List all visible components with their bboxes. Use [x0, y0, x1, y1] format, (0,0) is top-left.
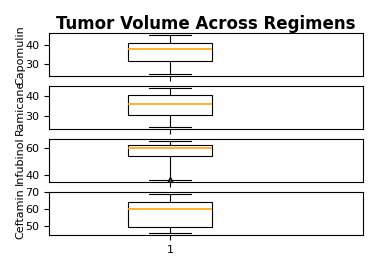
- PathPatch shape: [128, 43, 212, 60]
- Y-axis label: Ceftamin: Ceftamin: [15, 188, 25, 239]
- PathPatch shape: [128, 95, 212, 114]
- Title: Tumor Volume Across Regimens: Tumor Volume Across Regimens: [56, 15, 356, 33]
- Y-axis label: Infubinol: Infubinol: [15, 136, 25, 185]
- PathPatch shape: [128, 202, 212, 227]
- PathPatch shape: [128, 145, 212, 156]
- Y-axis label: Ramicane: Ramicane: [15, 80, 25, 135]
- Y-axis label: Capomulin: Capomulin: [15, 25, 25, 85]
